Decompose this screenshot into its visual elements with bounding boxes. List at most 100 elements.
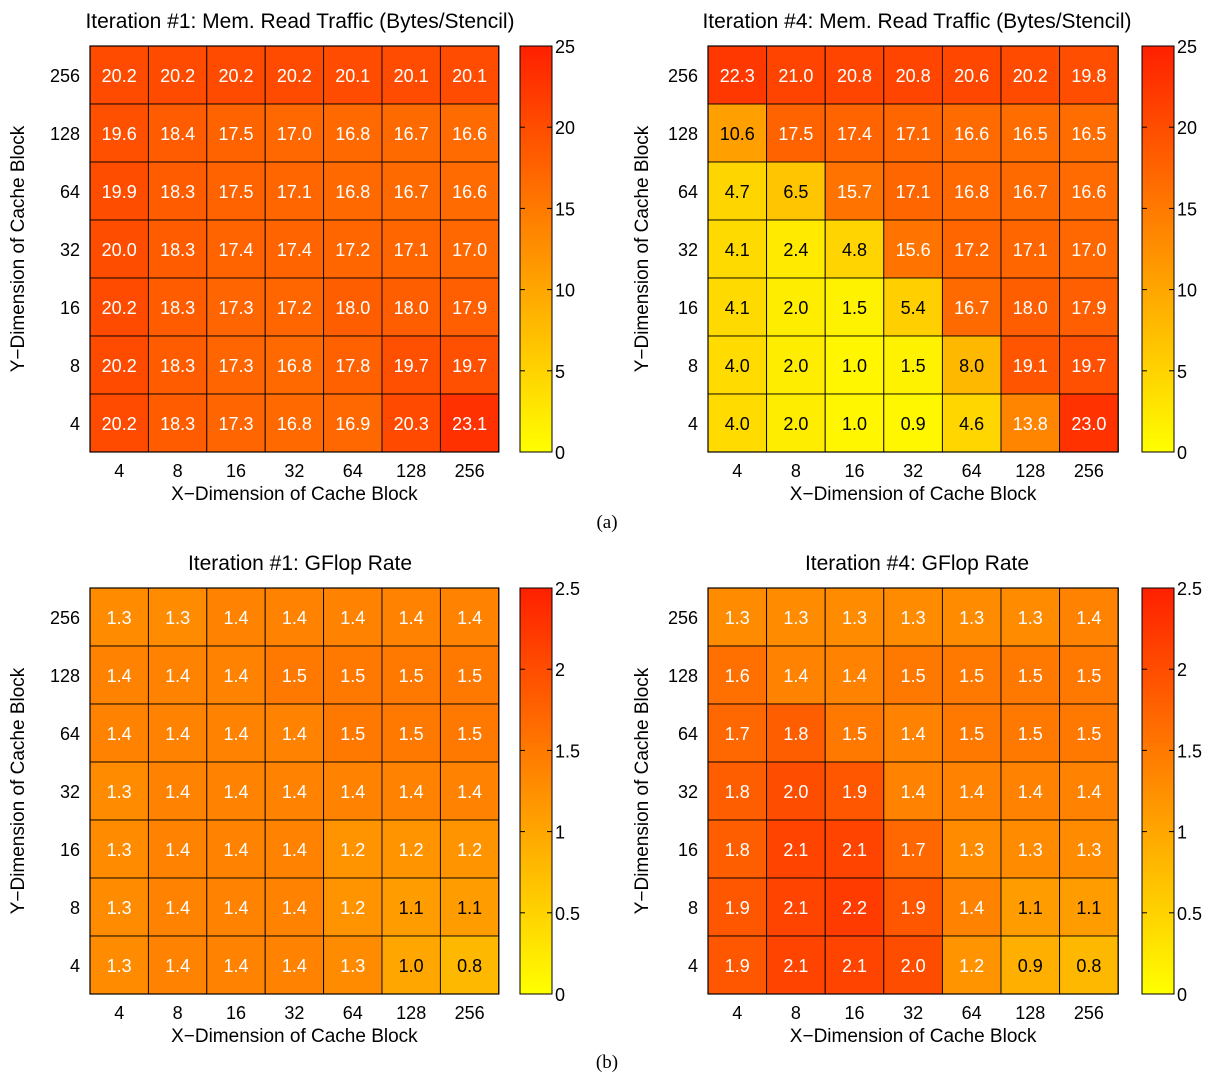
heatmap-cell [824, 393, 885, 453]
colorbar-tick-label: 15 [1177, 199, 1197, 219]
heatmap-cell [206, 161, 266, 221]
cell-value-label: 1.4 [165, 724, 190, 744]
colorbar-tick-label: 0 [1177, 985, 1187, 1005]
cell-value-label: 16.7 [954, 298, 989, 318]
cell-value-label: 1.9 [901, 898, 926, 918]
cell-value-label: 1.4 [223, 724, 248, 744]
cell-value-label: 1.4 [340, 608, 365, 628]
cell-value-label: 1.3 [901, 608, 926, 628]
heatmap-cell [206, 587, 266, 647]
cell-value-label: 16.8 [277, 356, 312, 376]
heatmap-cell [824, 103, 885, 163]
heatmap-cell [206, 277, 266, 337]
colorbar-tick-label: 2 [555, 660, 565, 680]
cell-value-label: 2.0 [901, 956, 926, 976]
cell-value-label: 1.5 [1076, 724, 1101, 744]
cell-value-label: 17.5 [218, 124, 253, 144]
cell-value-label: 19.1 [1013, 356, 1048, 376]
caption-b: (b) [596, 1052, 618, 1073]
cell-value-label: 1.4 [1018, 782, 1043, 802]
y-tick-label: 4 [688, 414, 698, 434]
cell-value-label: 18.0 [1013, 298, 1048, 318]
cell-value-label: 1.4 [783, 666, 808, 686]
heatmap-cell [147, 161, 208, 221]
cell-value-label: 1.4 [340, 782, 365, 802]
colorbar-tick-label: 15 [555, 199, 575, 219]
cell-value-label: 18.3 [160, 356, 195, 376]
heatmap-cell [439, 819, 500, 879]
x-tick-label: 128 [396, 1003, 426, 1023]
heatmap-cell [766, 219, 826, 279]
y-axis-label: Y−Dimension of Cache Block [8, 125, 29, 372]
cell-value-label: 1.4 [165, 782, 190, 802]
cell-value-label: 17.0 [1071, 240, 1106, 260]
y-tick-label: 8 [688, 356, 698, 376]
cell-value-label: 0.8 [1076, 956, 1101, 976]
y-tick-label: 8 [688, 898, 698, 918]
x-tick-label: 8 [791, 1003, 801, 1023]
y-tick-label: 256 [668, 66, 698, 86]
cell-value-label: 1.5 [340, 724, 365, 744]
cell-value-label: 1.9 [725, 898, 750, 918]
colorbar-tick-label: 25 [1177, 37, 1197, 57]
cell-value-label: 1.3 [842, 608, 867, 628]
cell-value-label: 16.7 [394, 182, 429, 202]
cell-value-label: 19.7 [1071, 356, 1106, 376]
cell-value-label: 1.6 [725, 666, 750, 686]
cell-value-label: 2.0 [783, 414, 808, 434]
heatmap-cell [323, 877, 383, 937]
heatmap-cell [1059, 645, 1119, 705]
heatmap-cell [264, 45, 325, 105]
cell-value-label: 2.1 [783, 956, 808, 976]
cell-value-label: 23.1 [452, 414, 487, 434]
cell-value-label: 1.5 [399, 724, 424, 744]
plot-frame [707, 587, 1119, 995]
heatmap-cell [824, 277, 885, 337]
y-tick-label: 8 [70, 356, 80, 376]
heatmap-cell [941, 161, 1002, 221]
heatmap-cell [766, 161, 826, 221]
cell-value-label: 16.8 [277, 414, 312, 434]
heatmap-cell [323, 645, 383, 705]
heatmap-cell [381, 703, 441, 763]
colorbar-tick-label: 20 [555, 118, 575, 138]
x-tick-label: 32 [284, 461, 304, 481]
heatmap-cell [264, 703, 325, 763]
heatmap-cell [323, 935, 383, 995]
heatmap-cell [381, 45, 441, 105]
heatmap-cell [381, 219, 441, 279]
cell-value-label: 2.0 [783, 782, 808, 802]
cell-value-label: 1.4 [223, 956, 248, 976]
heatmap-panel-mem-read-iter1: Iteration #1: Mem. Read Traffic (Bytes/S… [8, 10, 575, 505]
heatmap-cell [941, 277, 1002, 337]
cell-value-label: 1.3 [107, 782, 132, 802]
x-tick-label: 16 [844, 461, 864, 481]
heatmap-cell [264, 645, 325, 705]
cell-value-label: 20.8 [837, 66, 872, 86]
heatmap-cell [323, 103, 383, 163]
cell-value-label: 20.2 [218, 66, 253, 86]
heatmap-cell [883, 277, 943, 337]
cell-value-label: 1.5 [842, 724, 867, 744]
cell-value-label: 1.4 [457, 782, 482, 802]
cell-value-label: 0.9 [1018, 956, 1043, 976]
heatmap-cell [883, 219, 943, 279]
cell-value-label: 20.3 [394, 414, 429, 434]
cell-value-label: 20.8 [896, 66, 931, 86]
cell-value-label: 17.4 [837, 124, 872, 144]
cell-value-label: 20.2 [1013, 66, 1048, 86]
heatmap-cell [439, 877, 500, 937]
cell-value-label: 1.4 [223, 666, 248, 686]
y-axis-label: Y−Dimension of Cache Block [8, 667, 29, 914]
cell-value-label: 16.7 [1013, 182, 1048, 202]
cell-value-label: 1.3 [107, 898, 132, 918]
heatmap-cell [439, 761, 500, 821]
cell-value-label: 1.4 [165, 898, 190, 918]
cell-value-label: 1.2 [959, 956, 984, 976]
cell-value-label: 1.5 [399, 666, 424, 686]
cell-value-label: 1.3 [107, 840, 132, 860]
heatmap-cell [883, 819, 943, 879]
cell-value-label: 1.4 [165, 666, 190, 686]
heatmap-cell [766, 335, 826, 395]
heatmap-cell [323, 703, 383, 763]
